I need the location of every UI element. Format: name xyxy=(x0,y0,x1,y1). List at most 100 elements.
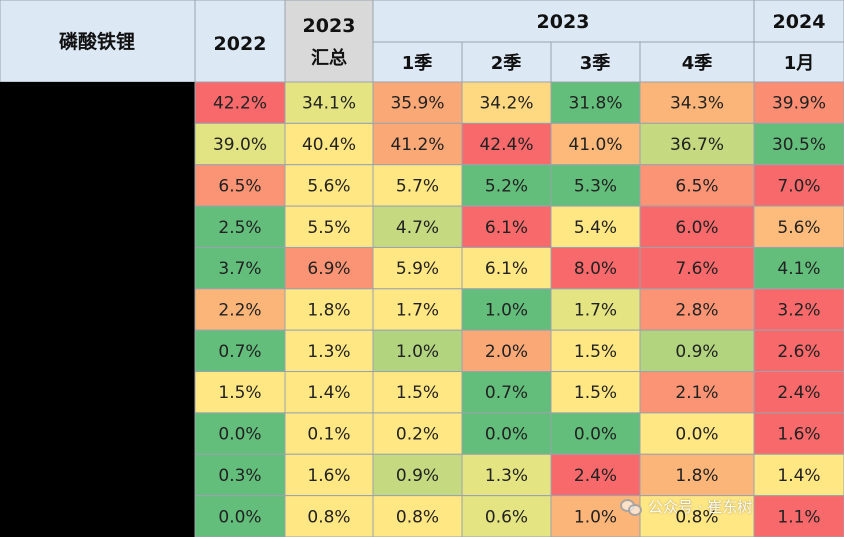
heatmap-cell-value: 5.7% xyxy=(396,176,439,196)
watermark: 公众号 · 崔东树 xyxy=(620,494,840,518)
wechat-icon xyxy=(620,498,642,516)
heatmap-cell-value: 1.3% xyxy=(485,466,528,486)
heatmap-cell-value: 4.7% xyxy=(396,218,439,238)
heatmap-cell xyxy=(284,205,374,248)
group-2023-label: 2023 xyxy=(537,11,590,33)
heatmap-cell xyxy=(639,412,755,455)
heatmap-cell xyxy=(372,246,463,290)
heatmap-cell xyxy=(194,329,286,373)
heatmap-cell-value: 0.2% xyxy=(396,425,439,445)
heatmap-cell-value: 5.2% xyxy=(485,176,528,196)
heatmap-cell-value: 2.0% xyxy=(485,342,528,362)
heatmap-cell xyxy=(284,495,374,537)
heatmap-cell-value: 0.9% xyxy=(675,342,718,362)
heatmap-cell xyxy=(753,122,844,166)
heatmap-cell-value: 1.5% xyxy=(396,383,439,403)
sub-q1-header-cell xyxy=(372,41,463,83)
heatmap-cell xyxy=(194,453,286,497)
col-2023-total-header-cell xyxy=(284,0,374,83)
heatmap-cell-value: 2.2% xyxy=(218,301,261,321)
heatmap-cell-value: 6.9% xyxy=(307,259,350,279)
heatmap-cell-value: 39.9% xyxy=(772,94,826,114)
heatmap-cell xyxy=(284,453,374,497)
heatmap-cell-value: 0.1% xyxy=(307,425,350,445)
heatmap-cell-value: 0.0% xyxy=(485,425,528,445)
heatmap-cell xyxy=(550,81,641,124)
heatmap-cell-value: 0.0% xyxy=(218,507,261,527)
heatmap-cell xyxy=(461,205,552,248)
heatmap-cell-value: 35.9% xyxy=(390,94,444,114)
heatmap-cells: 42.2% 34.1% 35.9% 34.2% 31.8% 34.3% 39.9% 39.0%… xyxy=(194,81,844,537)
heatmap-cell xyxy=(194,371,286,414)
heatmap-cell-value: 3.2% xyxy=(777,301,820,321)
heatmap-cell xyxy=(194,205,286,248)
heatmap-cell xyxy=(753,81,844,124)
heatmap-cell-value: 0.0% xyxy=(675,425,718,445)
heatmap-cell-value: 5.6% xyxy=(307,176,350,196)
heatmap-cell xyxy=(461,288,552,331)
heatmap-cell-value: 7.6% xyxy=(675,259,718,279)
heatmap-cell-value: 5.9% xyxy=(396,259,439,279)
sub-q4-header-cell xyxy=(639,41,755,83)
heatmap-cell-value: 1.3% xyxy=(307,342,350,362)
heatmap-cell xyxy=(372,122,463,166)
heatmap-cell-value: 0.0% xyxy=(218,425,261,445)
col-2023-total-label: 汇总 xyxy=(311,47,347,69)
heatmap-cell-value: 0.3% xyxy=(218,466,261,486)
heatmap-cell xyxy=(461,164,552,207)
heatmap-cell xyxy=(194,164,286,207)
heatmap-cell xyxy=(550,329,641,373)
heatmap-cell-value: 2.8% xyxy=(675,301,718,321)
heatmap-cell-value: 7.0% xyxy=(777,176,820,196)
heatmap-cell xyxy=(372,495,463,537)
heatmap-cell-value: 0.0% xyxy=(574,425,617,445)
heatmap-cell-value: 2.4% xyxy=(574,466,617,486)
heatmap-cell xyxy=(461,81,552,124)
heatmap-cell xyxy=(461,453,552,497)
group-2024-label: 2024 xyxy=(773,11,826,33)
heatmap-cell-value: 1.5% xyxy=(574,383,617,403)
heatmap-cell-value: 1.7% xyxy=(574,301,617,321)
heatmap-cell-value: 42.2% xyxy=(213,94,267,114)
heatmap-cell xyxy=(550,453,641,497)
sub-q2-label: 2季 xyxy=(491,53,522,74)
heatmap-cell-value: 1.4% xyxy=(307,383,350,403)
heatmap-cell-value: 6.0% xyxy=(675,218,718,238)
heatmap-cell-value: 6.1% xyxy=(485,218,528,238)
heatmap-cell-value: 1.8% xyxy=(307,301,350,321)
heatmap-cell xyxy=(461,246,552,290)
heatmap-cell-value: 8.0% xyxy=(574,259,617,279)
heatmap-cell xyxy=(284,371,374,414)
corner-header-cell xyxy=(0,0,196,83)
heatmap-cell-value: 0.8% xyxy=(396,507,439,527)
heatmap-cell-value: 0.8% xyxy=(307,507,350,527)
heatmap-cell xyxy=(639,288,755,331)
heatmap-cell-value: 3.7% xyxy=(218,259,261,279)
heatmap-cell-value: 2.5% xyxy=(218,218,261,238)
heatmap-cell xyxy=(753,164,844,207)
sub-q1-label: 1季 xyxy=(402,53,433,74)
heatmap-cell xyxy=(461,122,552,166)
heatmap-cell-value: 31.8% xyxy=(568,94,622,114)
heatmap-cell-value: 41.0% xyxy=(568,135,622,155)
heatmap-cell-value: 34.2% xyxy=(479,94,533,114)
heatmap-cell xyxy=(639,329,755,373)
heatmap-cell-value: 1.5% xyxy=(574,342,617,362)
corner-label: 磷酸铁锂 xyxy=(59,30,135,53)
heatmap-cell-value: 2.4% xyxy=(777,383,820,403)
heatmap-cell xyxy=(372,329,463,373)
heatmap-cell xyxy=(753,288,844,331)
heatmap-cell xyxy=(753,329,844,373)
heatmap-cell-value: 1.0% xyxy=(485,301,528,321)
sub-q3-header-cell xyxy=(550,41,641,83)
heatmap-cell-value: 1.6% xyxy=(307,466,350,486)
heatmap-cell xyxy=(461,495,552,537)
heatmap-cell-value: 5.4% xyxy=(574,218,617,238)
heatmap-cell-value: 1.1% xyxy=(777,507,820,527)
heatmap-cell xyxy=(753,412,844,455)
heatmap-cell-value: 1.7% xyxy=(396,301,439,321)
heatmap-cell-value: 0.7% xyxy=(485,383,528,403)
col-2022-label: 2022 xyxy=(214,33,267,55)
heatmap-cell-value: 1.6% xyxy=(777,425,820,445)
